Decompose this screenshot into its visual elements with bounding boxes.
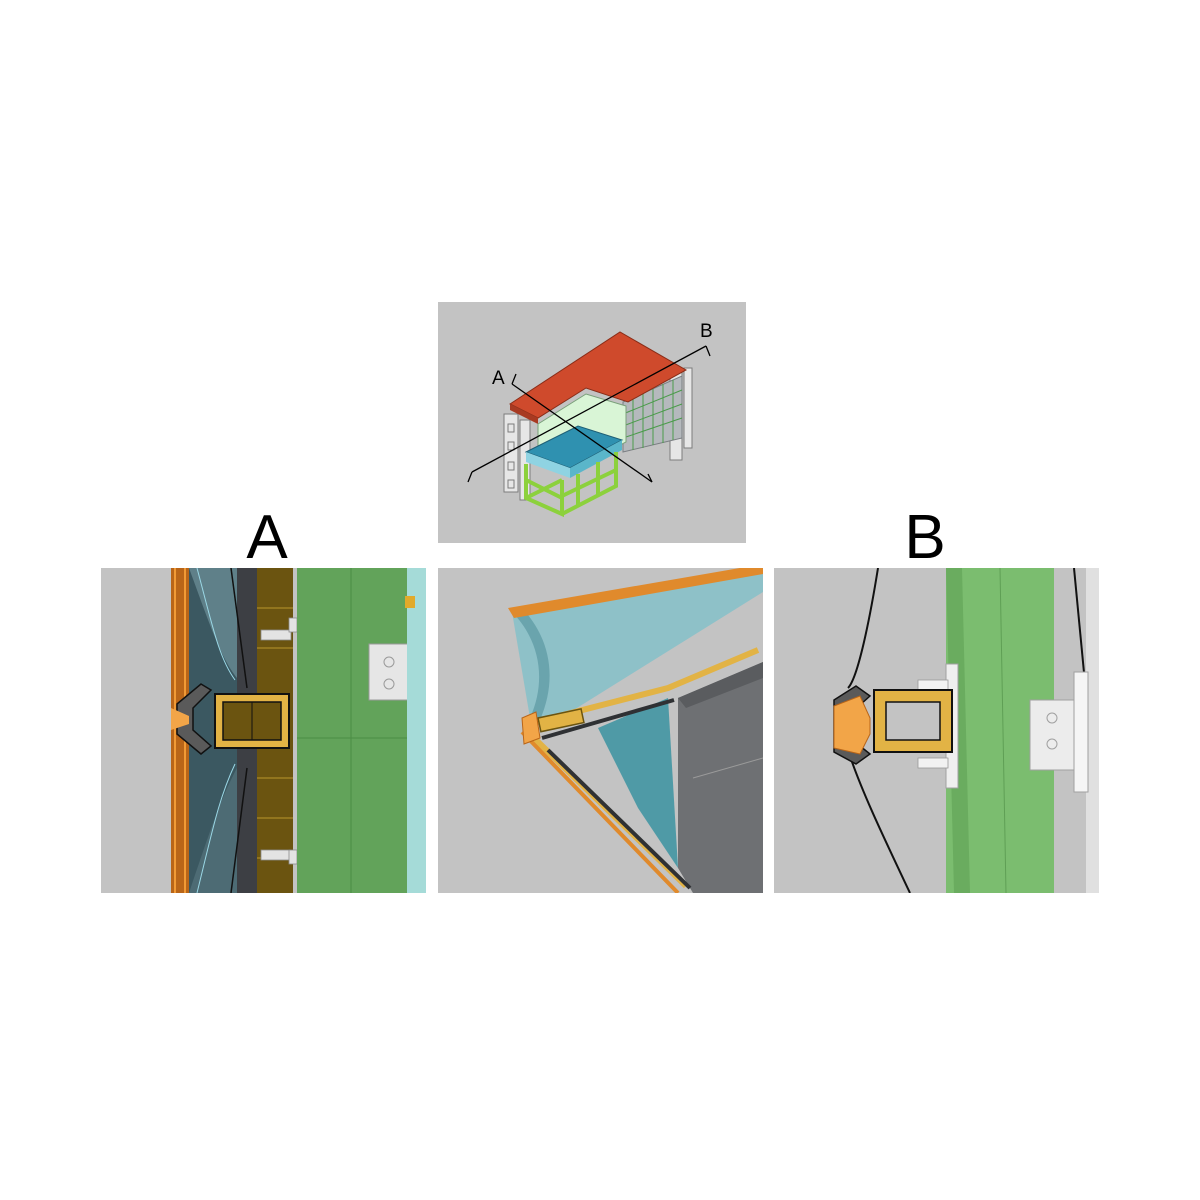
overview-view: A B xyxy=(438,302,746,543)
joint-bracket xyxy=(176,683,213,755)
support-frame xyxy=(524,452,618,518)
detail-a-title: A xyxy=(246,503,288,572)
water-tank-side xyxy=(570,440,622,478)
orange-seal xyxy=(171,708,189,730)
detail-b-title: B xyxy=(904,503,946,572)
water-tank-front xyxy=(526,452,570,478)
left-scaffold xyxy=(503,413,531,501)
section-b-label: B xyxy=(700,321,713,342)
connector-plate xyxy=(368,643,410,701)
grid-lines xyxy=(622,380,683,450)
detail-a-view xyxy=(101,568,426,893)
corner-seal xyxy=(521,711,541,745)
section-lines xyxy=(467,345,711,483)
detail-corner-view xyxy=(438,568,763,893)
cyan-strip xyxy=(407,568,426,893)
roof-edge xyxy=(510,404,538,424)
detail-b-view xyxy=(774,568,1099,893)
gray-wall xyxy=(678,662,763,893)
corner-profile xyxy=(537,707,585,733)
section-a-label: A xyxy=(492,368,505,389)
green-panel xyxy=(297,568,407,893)
inner-glazing xyxy=(598,698,678,868)
membrane-outline-left xyxy=(847,568,911,893)
orange-edge xyxy=(508,568,763,618)
teal-roof-surface xyxy=(512,568,763,726)
orange-seal xyxy=(833,695,871,755)
